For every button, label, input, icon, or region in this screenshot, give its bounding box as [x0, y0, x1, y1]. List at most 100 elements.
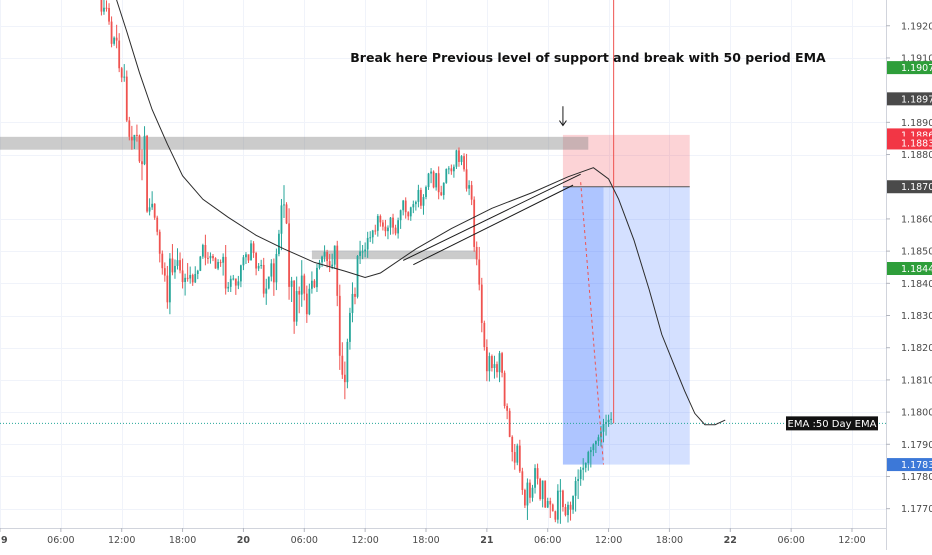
support-band [311, 250, 477, 260]
candle-body [485, 347, 488, 372]
candle-body [445, 169, 448, 183]
time-tick-label: 06:00 [47, 535, 74, 546]
candle-body [458, 150, 460, 162]
candle-body [110, 21, 113, 44]
candle-body [549, 500, 552, 505]
price-label-background [887, 262, 932, 276]
candle-body [118, 40, 121, 69]
ema-label: EMA :50 Day EMA [786, 416, 878, 431]
candle-body [491, 356, 493, 368]
candle-body [374, 230, 377, 232]
price-label: 1.17837 [901, 460, 932, 471]
trendline [402, 173, 581, 261]
candle-body [308, 288, 311, 315]
price-label-background [887, 61, 932, 75]
candle-body [270, 263, 273, 277]
candle-body [163, 268, 166, 276]
time-tick-label: 22 [724, 535, 737, 546]
candle-body [447, 168, 450, 170]
candle-body [130, 136, 133, 141]
candle-body [475, 246, 478, 260]
candle-body [562, 490, 564, 508]
candle-body [523, 490, 526, 506]
target-zone-dark [562, 186, 604, 465]
candle-body [356, 255, 359, 297]
candle-body [305, 293, 308, 315]
ema-label-background [786, 416, 878, 431]
candle-body [498, 353, 501, 373]
candle-body [204, 245, 207, 258]
candle-body [470, 185, 473, 200]
candle-body [194, 273, 197, 283]
candle-body [480, 284, 483, 323]
candle-body [493, 364, 496, 368]
candle-body [108, 8, 110, 22]
candle-body [310, 280, 313, 289]
candle-body [179, 260, 181, 271]
candle-body [607, 419, 610, 423]
candle-body [224, 256, 227, 289]
price-label-background [887, 92, 932, 106]
time-axis[interactable]: 9 06:00 12:00 18:00 20 06:00 12:00 18:00 21 06:00… [0, 528, 886, 550]
candle-body [589, 450, 592, 453]
candle-body [115, 37, 118, 41]
candle-body [605, 422, 607, 425]
candle-body [318, 262, 321, 268]
candle-body [176, 260, 179, 266]
candle-body [399, 210, 402, 221]
candle-body [328, 261, 331, 267]
candle-body [389, 217, 392, 228]
candle-body [361, 251, 364, 253]
time-tick-label: 21 [480, 535, 493, 546]
candle-body [141, 161, 143, 165]
candle-body [219, 262, 222, 264]
candle-body [409, 207, 412, 217]
price-label: 1.18700 [901, 182, 932, 193]
candle-body [394, 227, 397, 234]
candle-body [521, 471, 524, 491]
candle-body [247, 254, 250, 261]
candle-body [587, 452, 590, 463]
candle-body [407, 212, 410, 217]
trendlines [402, 173, 604, 465]
candle-body [255, 253, 258, 269]
candle-body [209, 255, 212, 259]
candle-body [295, 291, 298, 322]
candle-body [283, 204, 285, 206]
candle-body [544, 480, 547, 508]
candle-body [265, 288, 268, 294]
candle-body [440, 192, 443, 196]
price-label-background [887, 180, 932, 194]
candle-body [556, 490, 559, 520]
candle-body [186, 277, 189, 279]
price-tick-label: 1.18900 [901, 118, 932, 129]
candle-body [536, 468, 539, 479]
price-axis[interactable]: 1.19200 1.19100 1.18900 1.18800 1.18600 1.185… [886, 0, 932, 550]
price-tick-label: 1.18500 [901, 247, 932, 258]
candle-body [346, 341, 349, 383]
candle-body [278, 233, 280, 255]
price-tick-label: 1.18100 [901, 375, 932, 386]
grid [0, 0, 886, 528]
time-tick-label: 20 [237, 535, 251, 546]
price-tick-label: 1.17900 [901, 440, 932, 451]
candle-body [239, 265, 242, 282]
candle-body [468, 185, 471, 189]
candle-body [541, 480, 544, 500]
time-tick-label: 18:00 [412, 535, 439, 546]
candle-body [402, 200, 405, 211]
candle-body [128, 120, 131, 137]
price-tick-label: 1.18300 [901, 311, 932, 322]
candle-body [452, 166, 455, 172]
price-tick-label: 1.18800 [901, 150, 932, 161]
candle-body [189, 274, 192, 279]
candle-body [181, 270, 184, 283]
candle-body [417, 189, 420, 202]
candle-body [397, 220, 400, 234]
candle-body [359, 251, 361, 256]
candle-body [313, 280, 316, 288]
candle-body [546, 500, 549, 508]
candle-body [232, 278, 235, 280]
candle-body [602, 424, 605, 432]
